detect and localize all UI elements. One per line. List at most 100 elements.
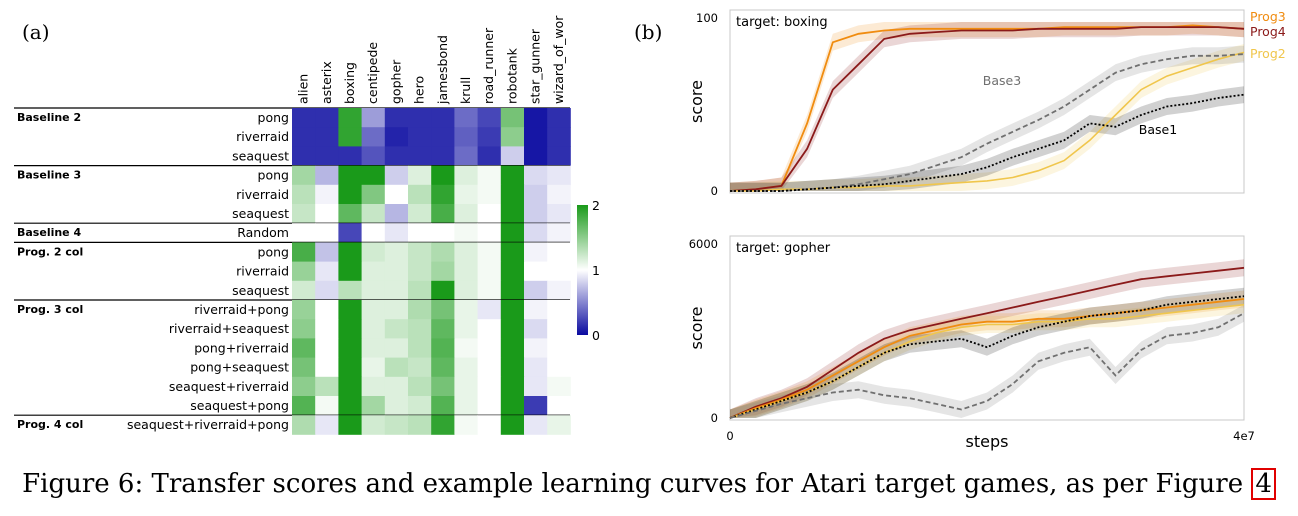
heatmap-cell (315, 184, 339, 205)
group-label: Prog. 3 col (17, 303, 83, 316)
heatmap-cell (315, 146, 339, 166)
series-band (730, 296, 1244, 418)
heatmap-cell (292, 165, 316, 186)
heatmap-cell (454, 204, 478, 224)
heatmap-cell (477, 165, 502, 186)
heatmap-cell (315, 261, 339, 282)
heatmap-cell (408, 184, 432, 205)
heatmap-cell (524, 184, 548, 205)
column-label: alien (296, 74, 311, 104)
heatmap-cell (547, 319, 571, 339)
heatmap-cell (477, 261, 502, 282)
heatmap-cell (338, 204, 362, 224)
heatmap-cell (547, 261, 571, 282)
heatmap-cell (477, 280, 502, 301)
heatmap-cell (524, 108, 548, 128)
heatmap-cell (361, 223, 386, 243)
heatmap-cell (408, 396, 432, 416)
heatmap-cell (384, 300, 409, 320)
series-band (730, 45, 1244, 192)
heatmap-cell (408, 415, 432, 435)
heatmap-cell (315, 415, 339, 435)
heatmap-cell (315, 300, 339, 320)
heatmap-cell (361, 319, 386, 339)
heatmap-cell (292, 242, 316, 262)
series-band (730, 287, 1244, 418)
heatmap-cell (500, 280, 525, 301)
heatmap-cell (315, 280, 339, 301)
heatmap-cell (500, 300, 525, 320)
figure-reference-link[interactable]: 4 (1251, 468, 1276, 500)
group-label: Baseline 4 (17, 226, 81, 239)
heatmap-cell (338, 280, 362, 301)
heatmap-cell (524, 165, 548, 186)
heatmap-cell (338, 338, 362, 358)
heatmap-cell (361, 415, 386, 435)
heatmap-cell (292, 300, 316, 320)
colorbar-tick-label: 1 (592, 263, 600, 278)
heatmap-cell (361, 204, 386, 224)
heatmap-cell (431, 204, 455, 224)
heatmap-cell (500, 165, 525, 186)
heatmap-cell (547, 127, 571, 147)
heatmap-cell (384, 165, 409, 186)
heatmap-cell (408, 261, 432, 282)
heatmap-cell (454, 261, 478, 282)
heatmap-cell (500, 396, 525, 416)
heatmap-cell (338, 261, 362, 282)
heatmap-cell (292, 261, 316, 282)
heatmap-cell (361, 396, 386, 416)
legend-label: Prog3 (1250, 9, 1286, 24)
heatmap-cell (454, 280, 478, 301)
heatmap-cell (338, 415, 362, 435)
series-band (730, 259, 1244, 418)
heatmap-cell (500, 242, 525, 262)
series-line (729, 266, 1245, 419)
plot-title: target: boxing (736, 15, 828, 30)
heatmap-cell (408, 223, 432, 243)
column-label: road_runner (481, 27, 496, 104)
heatmap-cell (500, 319, 525, 339)
heatmap-cell (361, 300, 386, 320)
heatmap-cell (361, 338, 386, 358)
heatmap-cell (477, 127, 502, 147)
row-label: pong+seaquest (190, 360, 289, 375)
heatmap-cell (315, 242, 339, 262)
heatmap-cell (338, 300, 362, 320)
heatmap-cell (547, 223, 571, 243)
heatmap-cell (292, 319, 316, 339)
heatmap-cell (408, 280, 432, 301)
heatmap-cell (524, 204, 548, 224)
heatmap-cell (547, 146, 571, 166)
heatmap-cell (408, 338, 432, 358)
colorbar (577, 205, 588, 335)
heatmap-cell (384, 108, 409, 128)
heatmap-cell (292, 204, 316, 224)
row-label: pong+riverraid (194, 340, 289, 355)
heatmap-cell (315, 319, 339, 339)
heatmap-cell (431, 184, 455, 205)
column-label: krull (458, 77, 473, 104)
heatmap-cell (292, 127, 316, 147)
legend-label: Prog4 (1250, 24, 1286, 39)
heatmap-cell (384, 338, 409, 358)
heatmap-cell (500, 184, 525, 205)
heatmap-cell (384, 357, 409, 378)
series-band (730, 86, 1244, 191)
heatmap-cell (338, 223, 362, 243)
heatmap-cell (408, 108, 432, 128)
panel-a-label: (a) (22, 20, 50, 44)
figure-caption: Figure 6: Transfer scores and example le… (0, 468, 1298, 500)
heatmap-cell (454, 146, 478, 166)
heatmap-cell (431, 338, 455, 358)
heatmap-cell (524, 319, 548, 339)
row-label: pong (258, 168, 289, 183)
heatmap-cell (292, 146, 316, 166)
heatmap-cell (384, 415, 409, 435)
y-tick-label: 0 (711, 184, 718, 198)
heatmap-cell (384, 223, 409, 243)
series-line (730, 53, 1245, 192)
plot-title: target: gopher (736, 241, 831, 256)
y-axis-label: score (687, 307, 706, 350)
